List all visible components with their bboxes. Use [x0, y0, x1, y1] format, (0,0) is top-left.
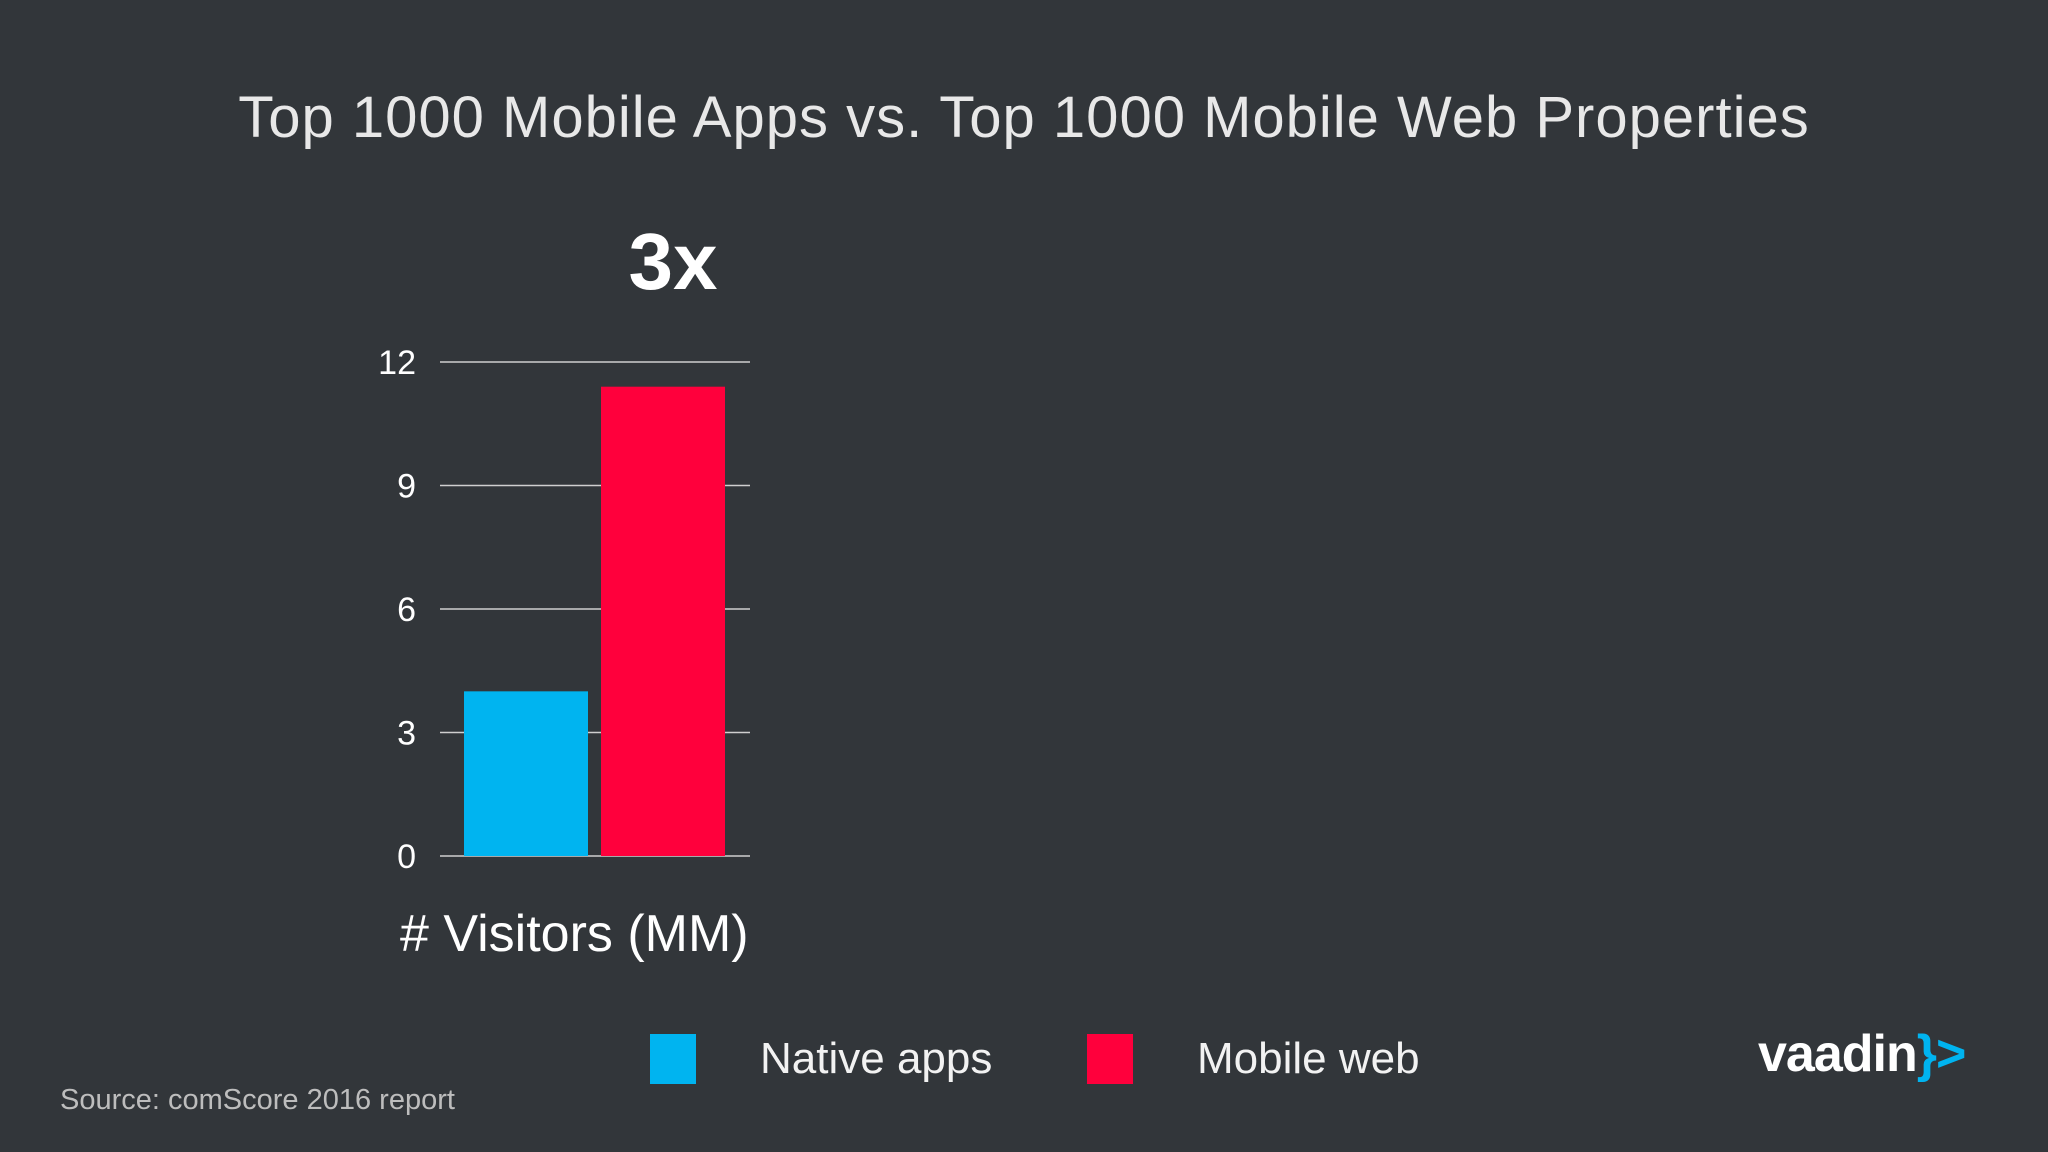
y-tick-label-9: 9	[397, 468, 416, 506]
y-tick-label-12: 12	[378, 344, 416, 382]
y-axis-label: # Visitors (MM)	[400, 905, 749, 963]
slide-title: Top 1000 Mobile Apps vs. Top 1000 Mobile…	[238, 85, 1810, 150]
y-tick-label-0: 0	[397, 838, 416, 876]
bar-native-apps	[464, 691, 588, 856]
legend-label-mobile-web: Mobile web	[1197, 1034, 1420, 1083]
y-tick-labels: 0 3 6 9 12	[378, 344, 416, 876]
multiplier-callout: 3x	[628, 217, 718, 306]
vaadin-logo: vaadin}>	[1758, 1024, 1967, 1084]
legend-item-mobile-web: Mobile web	[1087, 1034, 1420, 1084]
legend-swatch-mobile-web	[1087, 1034, 1133, 1084]
legend-item-native-apps: Native apps	[650, 1034, 992, 1084]
y-tick-label-3: 3	[397, 715, 416, 753]
legend-swatch-native-apps	[650, 1034, 696, 1084]
bar-mobile-web	[601, 386, 725, 856]
y-tick-label-6: 6	[397, 591, 416, 629]
logo-text: vaadin	[1758, 1025, 1918, 1083]
logo-bracket: }>	[1916, 1025, 1967, 1083]
source-note: Source: comScore 2016 report	[60, 1084, 455, 1116]
bars	[464, 386, 725, 856]
legend-label-native-apps: Native apps	[760, 1034, 993, 1083]
